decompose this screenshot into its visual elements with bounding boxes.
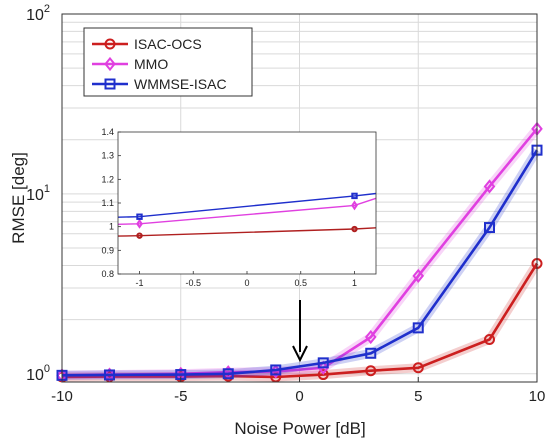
- inset-chart: -1 -0.5 0 0.5 1 0.8 0.9 1 1.1 1.2 1.3 1.4: [101, 127, 377, 288]
- inset-data-point: [351, 200, 358, 211]
- data-point: [222, 368, 234, 380]
- inset-series-group: [117, 192, 377, 239]
- inset-data-point: [136, 232, 143, 239]
- inset-y-tick-label: 1: [109, 222, 114, 232]
- inset-background: [118, 132, 376, 274]
- inset-data-point: [351, 192, 358, 200]
- x-tick-label: 5: [414, 388, 422, 405]
- x-tick-label: 10: [529, 388, 546, 405]
- data-point: [484, 222, 495, 234]
- data-point: [412, 268, 425, 283]
- data-point: [317, 357, 329, 369]
- x-tick-label: 0: [295, 388, 303, 405]
- data-point: [104, 369, 115, 381]
- y-tick-label: 100: [26, 363, 50, 384]
- zoom-arrow: [292, 300, 308, 363]
- y-tick-label: 101: [26, 183, 50, 204]
- legend-marker: [104, 78, 116, 90]
- legend-label: ISAC-OCS: [134, 36, 202, 52]
- inset-y-tick-label: 1.2: [101, 174, 114, 184]
- inset-x-tick-label: -1: [135, 278, 143, 288]
- x-tick-label: -5: [174, 388, 187, 405]
- inset-x-tick-label: 0.5: [294, 278, 307, 288]
- inset-series-line: [117, 192, 377, 218]
- legend-label: WMMSE-ISAC: [134, 76, 227, 92]
- data-point: [412, 322, 424, 334]
- inset-x-tick-label: 1: [352, 278, 357, 288]
- x-axis-label: Noise Power [dB]: [234, 419, 365, 438]
- inset-data-point: [136, 218, 143, 229]
- data-point: [317, 369, 329, 381]
- inset-y-tick-label: 0.8: [101, 269, 114, 279]
- inset-x-tick-label: -0.5: [185, 278, 201, 288]
- data-point: [365, 347, 377, 359]
- legend: ISAC-OCS MMO WMMSE-ISAC: [83, 27, 253, 97]
- inset-y-tick-label: 1.1: [101, 198, 114, 208]
- y-tick-label: 102: [26, 3, 50, 24]
- data-point: [365, 365, 377, 377]
- legend-marker: [104, 38, 116, 50]
- inset-series-line: [117, 197, 377, 225]
- data-point: [412, 362, 424, 374]
- data-point: [484, 334, 495, 346]
- inset-x-tick-label: 0: [244, 278, 249, 288]
- legend-label: MMO: [134, 56, 168, 72]
- y-axis-label: RMSE [deg]: [9, 152, 28, 244]
- data-point: [270, 364, 282, 376]
- legend-marker: [104, 56, 116, 72]
- inset-y-tick-label: 1.3: [101, 151, 114, 161]
- inset-ticks: -1 -0.5 0 0.5 1 0.8 0.9 1 1.1 1.2 1.3 1.4: [101, 127, 357, 288]
- main-series-group: [56, 121, 543, 383]
- inset-y-tick-label: 1.4: [101, 127, 114, 137]
- series-line: [61, 262, 539, 379]
- inset-data-point: [136, 213, 143, 220]
- data-point: [317, 360, 330, 375]
- inset-y-tick-label: 0.9: [101, 245, 114, 255]
- data-point: [364, 329, 377, 345]
- data-point: [483, 179, 496, 194]
- inset-data-point: [351, 225, 358, 233]
- inset-series-line: [117, 227, 377, 237]
- series-line: [61, 149, 539, 377]
- x-tick-label: -10: [51, 388, 73, 405]
